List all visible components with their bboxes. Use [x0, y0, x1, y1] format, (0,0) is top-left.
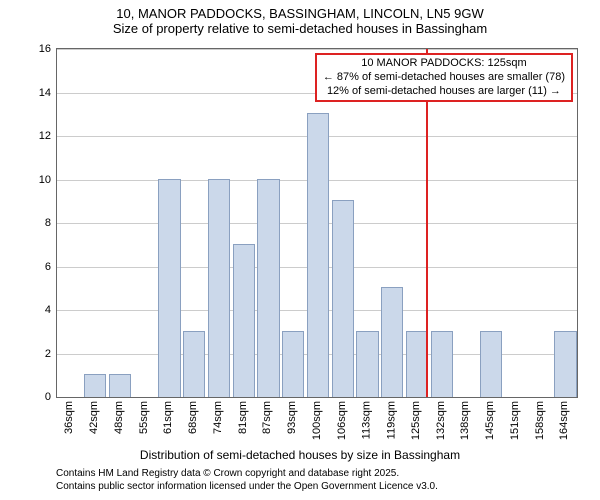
x-tick-label: 138sqm: [460, 397, 472, 440]
bar: [554, 331, 576, 397]
x-tick-label: 48sqm: [113, 397, 125, 434]
x-tick-label: 158sqm: [534, 397, 546, 440]
x-tick-label: 81sqm: [237, 397, 249, 434]
x-tick-label: 68sqm: [187, 397, 199, 434]
y-tick-label: 0: [45, 391, 57, 403]
annotation-line: ← 87% of semi-detached houses are smalle…: [323, 71, 565, 85]
x-tick-label: 151sqm: [509, 397, 521, 440]
y-tick-label: 14: [39, 87, 57, 99]
y-tick-label: 6: [45, 261, 57, 273]
bar: [307, 113, 329, 397]
bar: [431, 331, 453, 397]
x-tick-label: 74sqm: [212, 397, 224, 434]
bar: [84, 374, 106, 397]
bar: [208, 179, 230, 398]
chart-title: 10, MANOR PADDOCKS, BASSINGHAM, LINCOLN,…: [0, 6, 600, 36]
title-line-2: Size of property relative to semi-detach…: [0, 21, 600, 36]
bar: [356, 331, 378, 397]
bar: [406, 331, 428, 397]
x-tick-label: 93sqm: [286, 397, 298, 434]
x-tick-label: 106sqm: [336, 397, 348, 440]
bar: [282, 331, 304, 397]
title-line-1: 10, MANOR PADDOCKS, BASSINGHAM, LINCOLN,…: [0, 6, 600, 21]
bar: [158, 179, 180, 398]
bar: [381, 287, 403, 397]
x-tick-label: 145sqm: [484, 397, 496, 440]
bar: [109, 374, 131, 397]
footer-line-1: Contains HM Land Registry data © Crown c…: [56, 468, 600, 481]
property-size-chart: 10, MANOR PADDOCKS, BASSINGHAM, LINCOLN,…: [0, 0, 600, 500]
y-tick-label: 4: [45, 304, 57, 316]
annotation-box: 10 MANOR PADDOCKS: 125sqm← 87% of semi-d…: [315, 53, 573, 102]
y-tick-label: 8: [45, 217, 57, 229]
gridline: [57, 49, 577, 50]
y-tick-label: 2: [45, 348, 57, 360]
x-tick-label: 125sqm: [410, 397, 422, 440]
plot-area: 024681012141636sqm42sqm48sqm55sqm61sqm68…: [56, 48, 578, 398]
attribution-footer: Contains HM Land Registry data © Crown c…: [56, 468, 600, 493]
x-tick-label: 55sqm: [138, 397, 150, 434]
x-tick-label: 36sqm: [63, 397, 75, 434]
footer-line-2: Contains public sector information licen…: [56, 481, 600, 494]
x-tick-label: 164sqm: [559, 397, 571, 440]
y-tick-label: 12: [39, 130, 57, 142]
annotation-line: 12% of semi-detached houses are larger (…: [323, 85, 565, 99]
y-tick-label: 16: [39, 43, 57, 55]
x-tick-label: 42sqm: [88, 397, 100, 434]
x-tick-label: 132sqm: [435, 397, 447, 440]
annotation-line: 10 MANOR PADDOCKS: 125sqm: [323, 57, 565, 71]
y-tick-label: 10: [39, 174, 57, 186]
x-axis-label: Distribution of semi-detached houses by …: [0, 448, 600, 462]
x-tick-label: 61sqm: [162, 397, 174, 434]
x-tick-label: 119sqm: [385, 397, 397, 439]
bar: [480, 331, 502, 397]
x-tick-label: 87sqm: [261, 397, 273, 434]
x-tick-label: 113sqm: [361, 397, 373, 439]
bar: [183, 331, 205, 397]
bar: [233, 244, 255, 397]
x-tick-label: 100sqm: [311, 397, 323, 440]
bar: [257, 179, 279, 398]
bar: [332, 200, 354, 397]
